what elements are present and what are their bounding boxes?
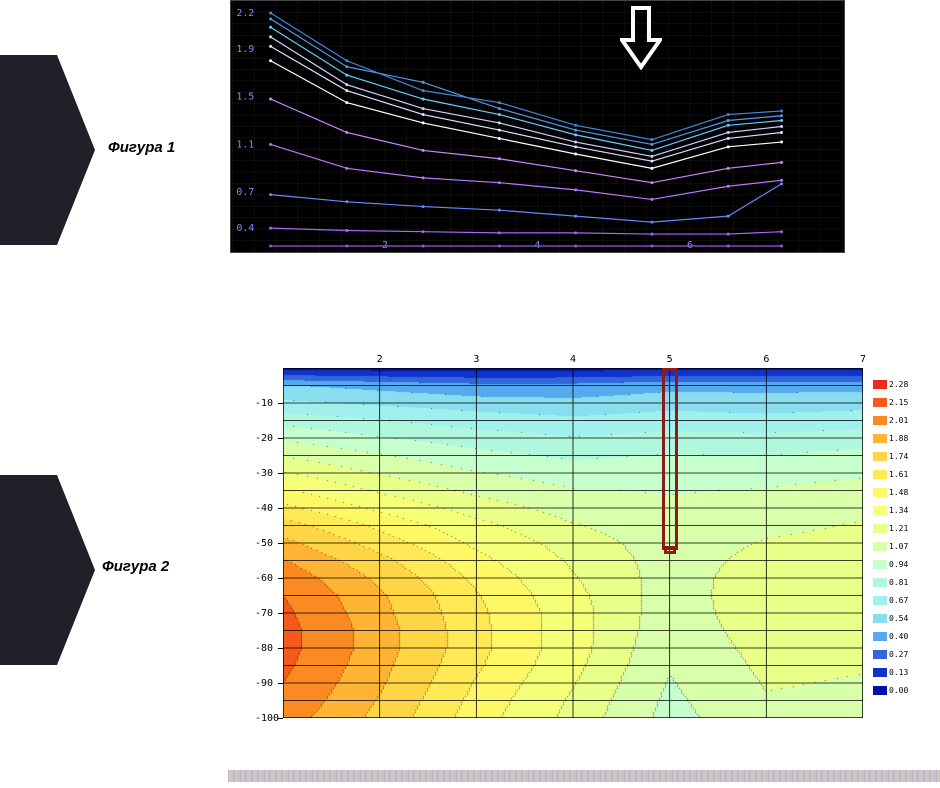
svg-text:2.2: 2.2: [236, 8, 254, 19]
contour-ytick: -30: [255, 468, 273, 479]
legend-value: 1.61: [889, 470, 908, 479]
legend-swatch: [873, 578, 887, 587]
legend-value: 0.54: [889, 614, 908, 623]
legend-value: 0.94: [889, 560, 908, 569]
contour-grid: [283, 368, 863, 718]
contour-ytick: -40: [255, 503, 273, 514]
contour-chart: 2 3 4 5 6 7 -10 -20 -30 -40 -50 -60 -70 -80 -90 -100 2.2…: [228, 350, 940, 740]
legend-item: 1.34: [873, 506, 908, 515]
legend-swatch: [873, 614, 887, 623]
anomaly-marker-tip: [664, 546, 676, 554]
legend-item: 0.54: [873, 614, 908, 623]
legend-item: 1.88: [873, 434, 908, 443]
svg-text:0.4: 0.4: [236, 223, 254, 234]
legend-item: 0.27: [873, 650, 908, 659]
legend-value: 1.88: [889, 434, 908, 443]
contour-ytick: -60: [255, 573, 273, 584]
contour-ytick: -50: [255, 538, 273, 549]
contour-xtick: 4: [570, 354, 576, 365]
legend-swatch: [873, 398, 887, 407]
legend-item: 0.13: [873, 668, 908, 677]
contour-ytick: -100: [255, 713, 279, 724]
contour-ytick: -90: [255, 678, 273, 689]
legend-item: 2.01: [873, 416, 908, 425]
legend-value: 2.28: [889, 380, 908, 389]
contour-xtick: 3: [473, 354, 479, 365]
legend-swatch: [873, 686, 887, 695]
legend-value: 0.00: [889, 686, 908, 695]
line-chart: 0.40.71.11.51.92.2246: [230, 0, 845, 253]
arrow-down-icon: [620, 5, 662, 70]
legend-value: 0.13: [889, 668, 908, 677]
legend-value: 0.67: [889, 596, 908, 605]
legend-swatch: [873, 488, 887, 497]
anomaly-marker: [662, 368, 678, 550]
legend-item: 1.48: [873, 488, 908, 497]
legend-swatch: [873, 596, 887, 605]
figure-1-label: Фигура 1: [108, 139, 175, 156]
svg-text:1.9: 1.9: [236, 44, 254, 55]
contour-ytick: -20: [255, 433, 273, 444]
line-chart-svg: 0.40.71.11.51.92.2246: [231, 1, 844, 252]
legend-value: 2.01: [889, 416, 908, 425]
legend-value: 1.48: [889, 488, 908, 497]
legend-item: 1.21: [873, 524, 908, 533]
contour-ytick: -80: [255, 643, 273, 654]
legend-swatch: [873, 452, 887, 461]
noise-strip: [228, 770, 940, 782]
legend-swatch: [873, 668, 887, 677]
legend-value: 0.40: [889, 632, 908, 641]
legend-item: 0.00: [873, 686, 908, 695]
legend-item: 2.28: [873, 380, 908, 389]
svg-text:0.7: 0.7: [236, 187, 254, 198]
legend-item: 0.67: [873, 596, 908, 605]
legend-value: 1.21: [889, 524, 908, 533]
contour-xtick: 7: [860, 354, 866, 365]
legend-item: 1.74: [873, 452, 908, 461]
contour-xtick: 5: [667, 354, 673, 365]
legend-value: 1.34: [889, 506, 908, 515]
legend-value: 0.27: [889, 650, 908, 659]
legend-item: 1.61: [873, 470, 908, 479]
legend-swatch: [873, 506, 887, 515]
legend-swatch: [873, 416, 887, 425]
legend-swatch: [873, 632, 887, 641]
contour-xtick: 2: [377, 354, 383, 365]
legend-swatch: [873, 560, 887, 569]
legend-item: 0.81: [873, 578, 908, 587]
svg-text:1.5: 1.5: [236, 92, 254, 103]
contour-xtick: 6: [763, 354, 769, 365]
arrow-label-2: [0, 475, 95, 665]
contour-ytick: -10: [255, 398, 273, 409]
legend-swatch: [873, 434, 887, 443]
legend-swatch: [873, 524, 887, 533]
legend-swatch: [873, 380, 887, 389]
legend-item: 0.94: [873, 560, 908, 569]
legend-item: 0.40: [873, 632, 908, 641]
legend-value: 1.07: [889, 542, 908, 551]
figure-2-label: Фигура 2: [102, 558, 169, 575]
legend-swatch: [873, 650, 887, 659]
arrow-label-1: [0, 55, 95, 245]
legend-value: 0.81: [889, 578, 908, 587]
svg-text:1.1: 1.1: [236, 139, 254, 150]
legend-value: 2.15: [889, 398, 908, 407]
legend-swatch: [873, 542, 887, 551]
legend-value: 1.74: [889, 452, 908, 461]
contour-ytick: -70: [255, 608, 273, 619]
legend-item: 2.15: [873, 398, 908, 407]
legend-swatch: [873, 470, 887, 479]
legend-item: 1.07: [873, 542, 908, 551]
